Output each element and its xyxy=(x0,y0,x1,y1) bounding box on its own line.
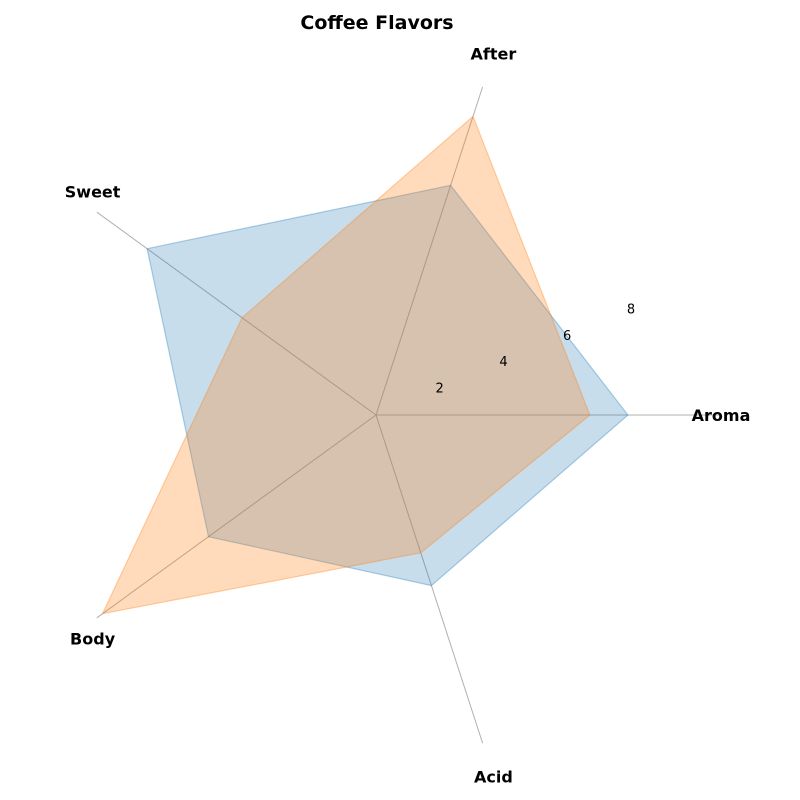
category-label-after: After xyxy=(471,45,517,64)
category-label-acid: Acid xyxy=(474,767,513,786)
radial-tick-label: 6 xyxy=(563,329,571,344)
radar-series xyxy=(103,116,628,613)
radial-tick-label: 8 xyxy=(627,302,635,317)
category-label-aroma: Aroma xyxy=(692,406,751,425)
chart-title: Coffee Flavors xyxy=(300,12,453,34)
category-label-body: Body xyxy=(70,629,116,648)
category-label-sweet: Sweet xyxy=(65,183,121,202)
radial-tick-label: 2 xyxy=(436,382,444,397)
radial-tick-label: 4 xyxy=(499,355,507,370)
